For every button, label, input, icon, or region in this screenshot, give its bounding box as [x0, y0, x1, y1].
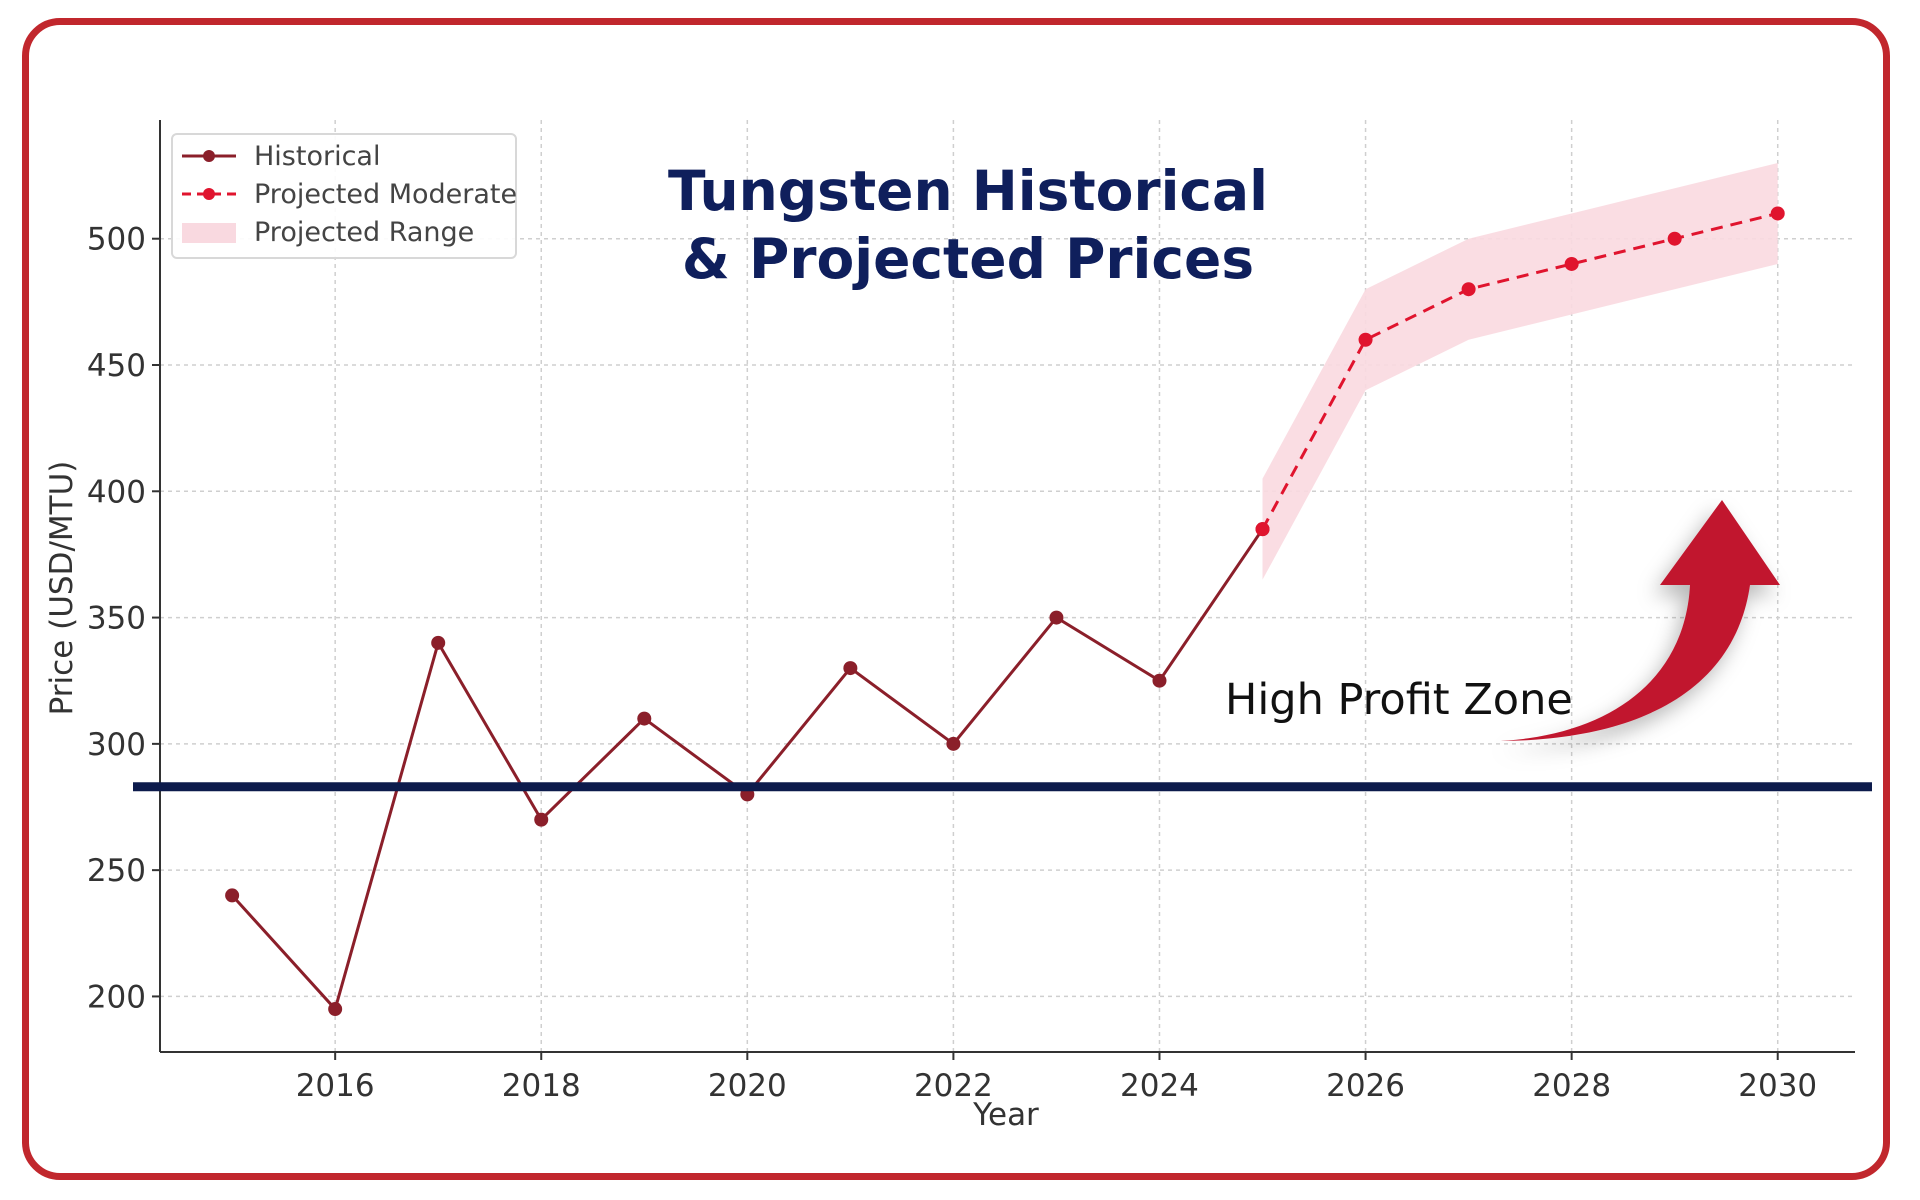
grid-lines	[160, 120, 1855, 1052]
historical-point-2018	[534, 812, 549, 827]
historical-point-2016	[328, 1002, 343, 1017]
y-tick-label-200: 200	[87, 979, 146, 1015]
chart-title-line-1: Tungsten Historical	[668, 159, 1268, 223]
x-axis-label: Year	[972, 1097, 1039, 1133]
chart-title: Tungsten Historical & Projected Prices	[668, 159, 1268, 291]
y-tick-label-300: 300	[87, 727, 146, 763]
series-group	[225, 206, 1785, 1017]
legend-projected-label: Projected Moderate	[254, 179, 517, 210]
x-tick-label-2026: 2026	[1326, 1068, 1405, 1104]
projected-moderate-line	[1261, 211, 1779, 530]
historical-point-2017	[431, 635, 446, 650]
legend: Historical Projected Moderate Projected …	[171, 133, 517, 259]
x-tick-label-2024: 2024	[1120, 1068, 1199, 1104]
x-tick-label-2016: 2016	[296, 1068, 375, 1104]
projected-moderate-point-2026	[1358, 332, 1373, 347]
y-tick-label-500: 500	[87, 222, 146, 258]
historical-point-2021	[843, 661, 858, 676]
high-profit-arrow-icon	[1500, 500, 1780, 741]
y-tick-label-250: 250	[87, 853, 146, 889]
high-profit-zone-label: High Profit Zone	[1225, 675, 1573, 725]
y-axis-label: Price (USD/MTU)	[44, 461, 80, 716]
axes	[152, 120, 1855, 1060]
x-tick-label-2018: 2018	[502, 1068, 581, 1104]
x-tick-label-2020: 2020	[708, 1068, 787, 1104]
y-tick-label-350: 350	[87, 601, 146, 637]
legend-historical-label: Historical	[254, 141, 380, 172]
projected-moderate-point-2029	[1667, 231, 1682, 246]
projected-range-area	[1262, 162, 1778, 580]
projected-moderate-point-2025	[1255, 522, 1270, 537]
legend-box	[171, 133, 517, 259]
historical-point-2024	[1152, 673, 1167, 688]
chart-title-line-2: & Projected Prices	[682, 227, 1254, 291]
projected-moderate-point-2027	[1461, 282, 1476, 297]
x-tick-label-2028: 2028	[1532, 1068, 1611, 1104]
projected-range-band	[1262, 162, 1778, 580]
legend-range-swatch	[182, 223, 236, 243]
x-tick-label-2022: 2022	[914, 1068, 993, 1104]
projected-moderate-point-2030	[1770, 206, 1785, 221]
x-tick-label-2030: 2030	[1738, 1068, 1817, 1104]
historical-point-2019	[637, 711, 652, 726]
y-tick-label-450: 450	[87, 348, 146, 384]
historical-point-2015	[225, 888, 240, 903]
legend-range-label: Projected Range	[254, 217, 474, 248]
legend-historical-marker	[203, 150, 215, 162]
y-tick-label-400: 400	[87, 474, 146, 510]
tick-labels: 2016 2018 2020 2022 2024 2026 2028 2030 200 250 30…	[87, 222, 1817, 1104]
historical-point-2023	[1049, 610, 1064, 625]
historical-point-2022	[946, 736, 961, 751]
legend-projected-marker	[203, 188, 215, 200]
projected-moderate-point-2028	[1564, 256, 1579, 271]
